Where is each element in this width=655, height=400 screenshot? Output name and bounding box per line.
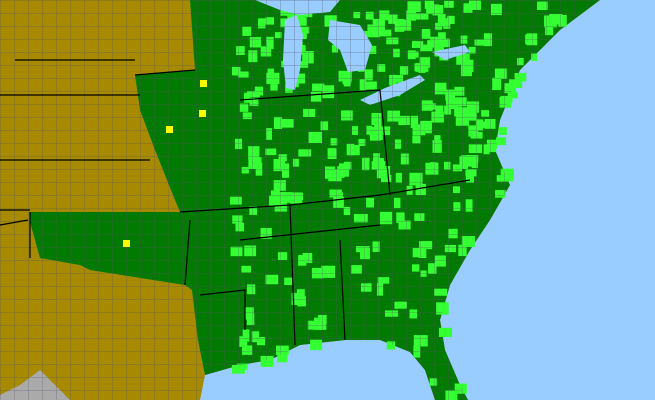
present-county bbox=[514, 72, 527, 82]
present-county bbox=[507, 92, 518, 99]
present-county bbox=[495, 137, 507, 146]
reported-county bbox=[166, 126, 173, 133]
present-county bbox=[277, 349, 288, 363]
present-county bbox=[438, 327, 453, 338]
state-lines bbox=[0, 59, 471, 346]
reported-county bbox=[199, 110, 206, 117]
present-county bbox=[310, 339, 323, 351]
present-county bbox=[498, 127, 507, 135]
reported-county bbox=[123, 240, 130, 247]
present-county bbox=[509, 79, 523, 89]
reported-counties bbox=[123, 80, 207, 247]
present-county bbox=[232, 364, 245, 374]
present-county bbox=[386, 341, 396, 350]
present-county bbox=[531, 53, 538, 61]
present-county bbox=[260, 355, 274, 367]
reported-county bbox=[200, 80, 207, 87]
